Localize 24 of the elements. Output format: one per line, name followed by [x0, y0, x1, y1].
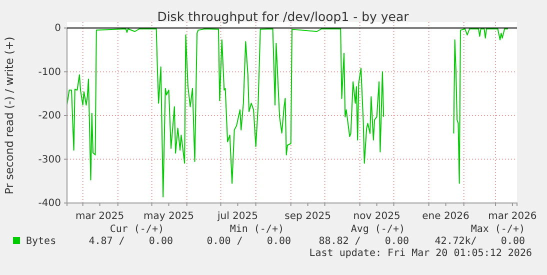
x-tick-label: sep 2025 [284, 211, 331, 222]
y-tick-label: -200 [38, 110, 61, 122]
y-tick-label: 0 [54, 23, 61, 34]
text: 42.72k/ 0.00 [434, 236, 525, 247]
text: Cur (-/+) [110, 224, 164, 235]
x-tick-label: mar 2025 [75, 211, 124, 222]
x-tick-label: mar 2026 [488, 211, 537, 222]
text: Last update: Fri Mar 20 01:05:12 2026 [309, 248, 532, 259]
text: 0.00 / 0.00 [206, 236, 291, 247]
x-tick-label: ene 2026 [422, 211, 470, 222]
text: Max (-/+) [470, 224, 525, 235]
x-tick-label: may 2025 [144, 211, 194, 222]
y-tick-label: -100 [38, 66, 61, 78]
y-tick-label: -400 [38, 198, 61, 210]
x-tick-label: nov 2025 [353, 211, 400, 222]
text: 4.87 / 0.00 [88, 236, 173, 247]
text: Avg (-/+) [350, 224, 405, 235]
text: Min (-/+) [230, 224, 284, 235]
chart-title: Disk throughput for /dev/loop1 - by year [157, 9, 410, 24]
legend-label: Bytes [26, 236, 56, 247]
y-axis-title: Pr second read (-) / write (+) [3, 36, 16, 194]
y-tick-label: -300 [38, 154, 61, 166]
text: 88.82 / 0.00 [318, 236, 409, 247]
x-tick-label: jul 2025 [216, 211, 258, 222]
